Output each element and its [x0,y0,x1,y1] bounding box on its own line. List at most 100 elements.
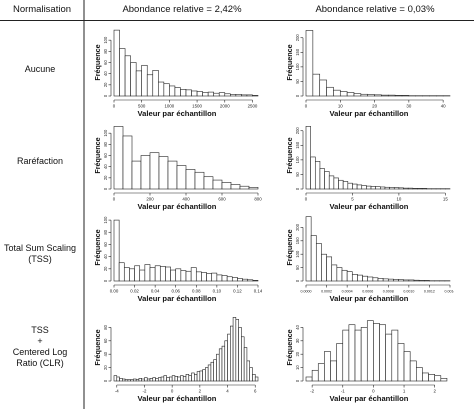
histogram-bar [205,367,209,382]
histogram-bar [216,353,220,382]
histogram-bar [357,274,363,282]
y-axis-label: Fréquence [285,229,294,265]
x-tick-label: 1 [403,389,406,394]
histogram-bar [163,83,170,97]
x-tick-label: 4 [226,389,229,394]
histogram-bar [231,277,238,282]
histogram-bar [135,70,142,97]
histogram-bar [360,327,368,382]
histogram-bar [305,216,312,282]
histogram-bar [238,327,242,382]
y-tick-label: 0 [103,379,108,382]
histogram-bar [190,267,197,282]
histogram-bar [224,93,231,97]
histogram-bar [140,155,151,190]
histogram-bar [119,378,123,382]
histogram-bar [412,188,418,190]
histogram-bar [326,86,334,97]
histogram-bar [317,363,325,382]
x-tick-label: 0.0006 [362,290,373,294]
histogram-bar [353,93,362,97]
histogram-bar [311,369,319,382]
histogram-bar [185,373,190,382]
histogram-bar [170,269,177,282]
x-tick-label: 0.0000 [301,290,312,294]
histogram-bar [366,320,374,382]
histogram-bar [374,94,382,97]
histogram-bar [194,373,198,382]
histogram-bar [207,364,212,382]
x-tick-label: 0.12 [233,289,242,294]
histogram-bar [130,379,134,382]
row-label-rarefaction: Raréfaction [0,156,80,167]
x-tick-label: 40 [441,104,446,109]
histogram-bar [124,379,129,382]
x-axis-label: Valeur par échantillon [137,394,217,403]
y-tick-label: 200 [295,223,300,231]
y-tick-label: 150 [295,237,300,245]
y-tick-label: 50 [295,265,300,270]
header-abundance-high: Abondance relative = 2,42% [122,4,242,15]
histogram-bar [305,30,314,97]
histogram-bar [246,94,253,97]
histogram-bar [160,376,165,382]
histogram-bar [237,278,243,282]
histogram-bar [191,372,195,382]
histogram-bar [196,371,201,382]
histogram-bar [385,333,393,382]
histogram-bar [155,378,159,382]
x-tick-label: 0 [305,197,308,202]
histogram-bar [372,277,379,282]
y-tick-label: 100 [103,36,108,44]
x-tick-label: 6 [254,389,257,394]
histogram-bar [393,279,399,282]
histogram-bar [159,266,166,282]
histogram-bar [314,161,321,190]
y-axis-label: Fréquence [93,137,102,173]
histogram-bar [235,94,242,97]
histogram-bar [397,343,405,382]
histogram-bar [221,181,232,190]
histogram-bars [113,317,259,382]
y-tick-label: 20 [103,266,108,271]
y-axis-label: Fréquence [285,137,294,173]
y-tick-label: 150 [295,48,300,56]
histogram-bar [180,88,187,97]
histogram-bar [146,74,154,97]
histogram-bar [342,181,349,190]
histogram-bar [182,376,187,382]
histogram-bar [176,165,187,190]
histogram-bar [347,182,353,190]
y-tick-label: 0 [295,187,300,190]
histogram-bar [360,93,369,97]
histogram-bar [211,272,218,282]
header-abundance-low: Abondance relative = 0,03% [315,4,435,15]
x-tick-label: -2 [143,389,147,394]
histogram-bar [130,62,137,97]
histogram-bar [174,87,181,97]
histogram-bar [118,262,125,282]
histogram-bar [241,94,248,97]
y-tick-label: 20 [103,365,108,370]
x-tick-label: 0 [113,197,116,202]
histogram-bar [366,185,372,190]
histogram-bar [248,187,259,190]
x-tick-label: 0.10 [213,289,222,294]
histogram-bar [394,95,403,97]
histogram-bar [154,265,161,282]
histogram-bar [230,325,234,382]
y-tick-label: 80 [103,48,108,53]
row-label-line: Raréfaction [16,156,64,166]
histogram-bar [230,94,237,97]
histogram-bar [342,329,350,382]
x-tick-label: 0.0004 [342,290,353,294]
histogram-bar [185,270,192,282]
histogram-bars [113,126,259,190]
histogram-bar [348,324,356,382]
histogram-bar [199,370,203,382]
x-tick-label: 400 [182,197,190,202]
x-tick-label: 2500 [248,104,258,109]
x-tick-label: -1 [341,389,345,394]
histogram-bar [180,375,184,382]
